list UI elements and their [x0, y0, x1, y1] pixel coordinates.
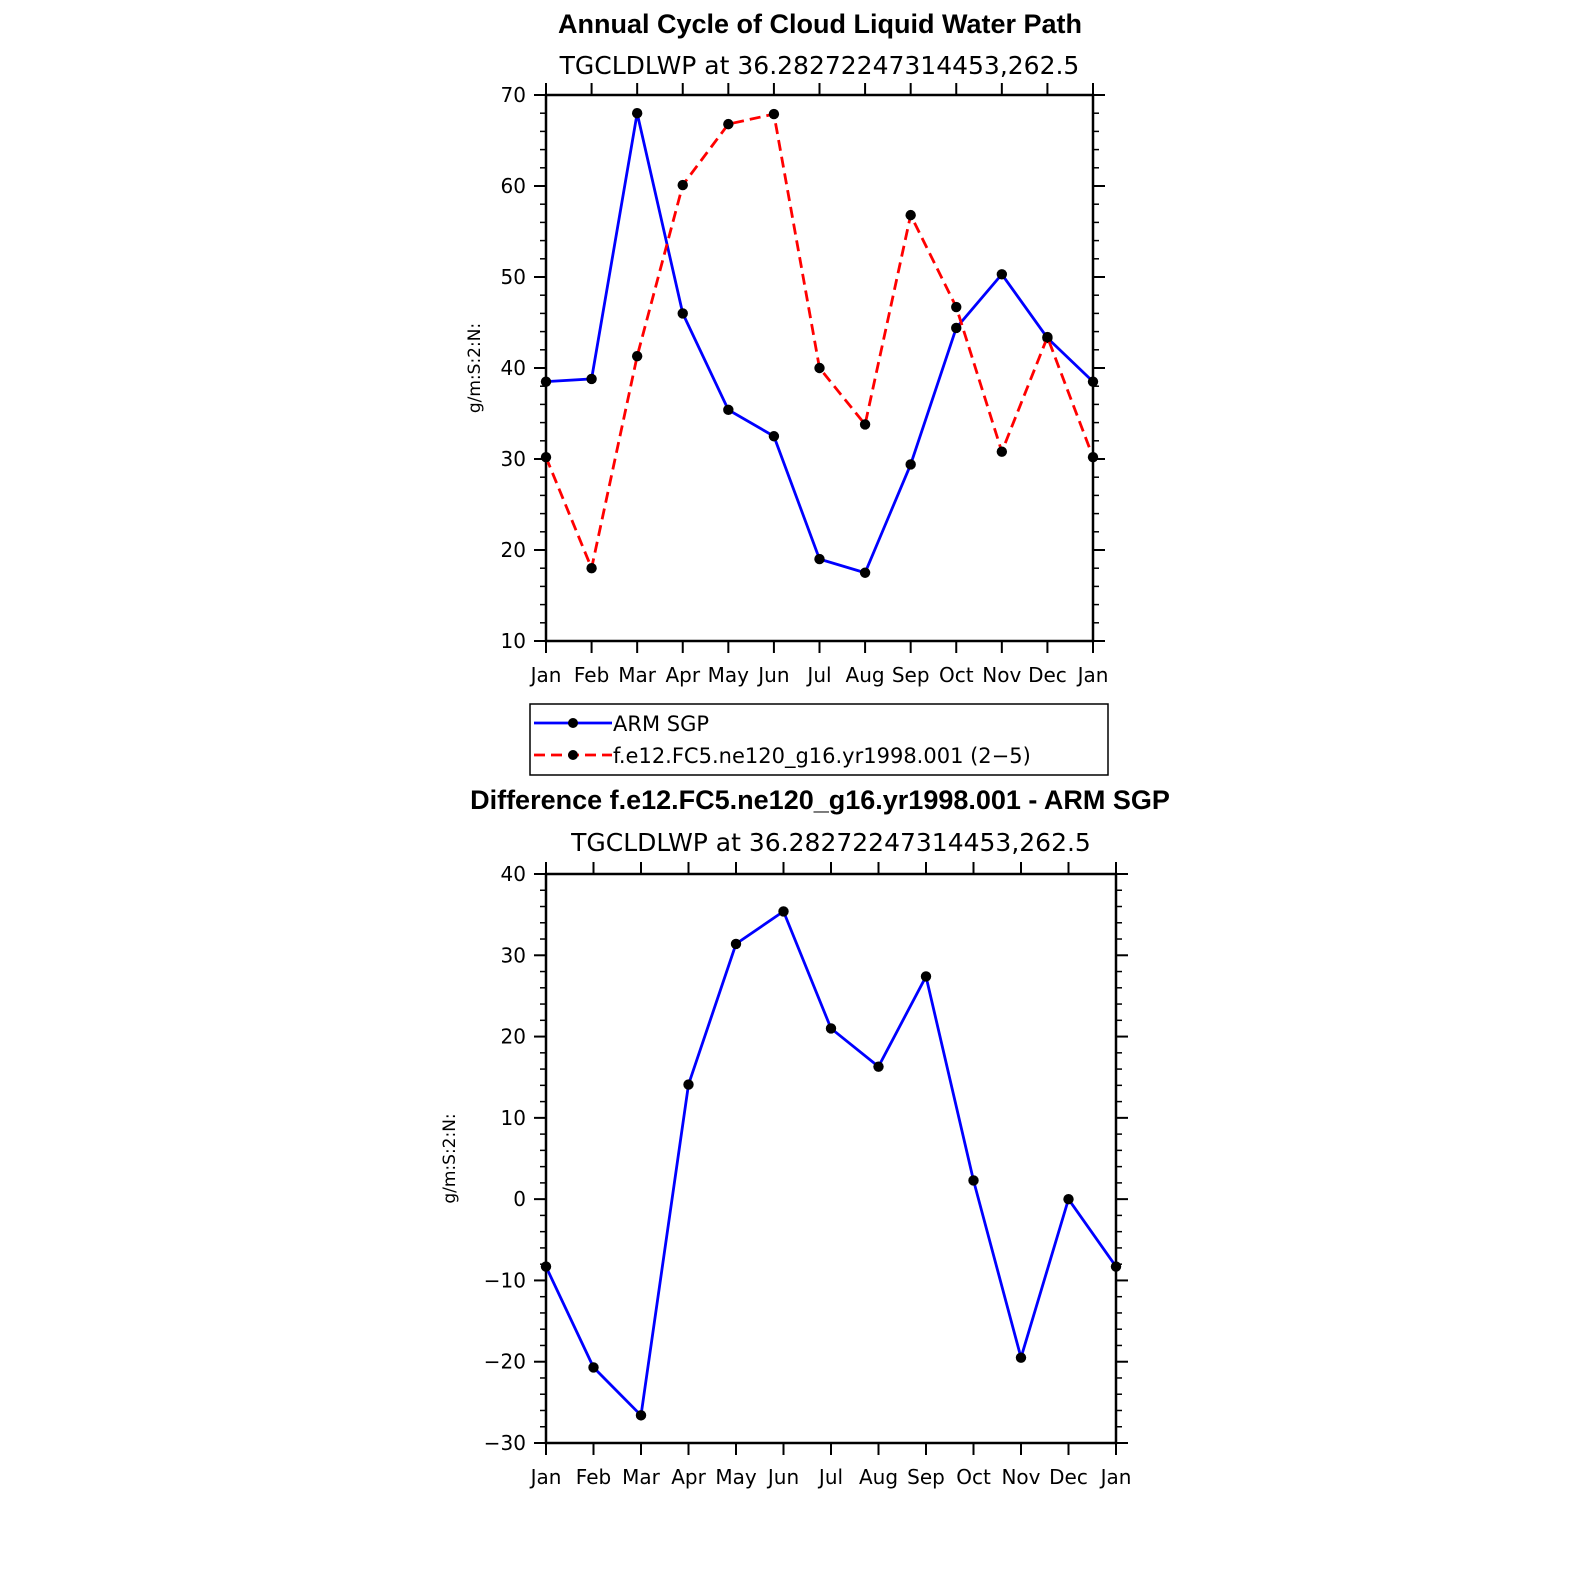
data-point	[859, 419, 871, 430]
data-point	[920, 971, 932, 982]
data-point	[723, 118, 734, 130]
x-tick-label: Jun	[766, 1465, 799, 1489]
x-tick-label: Mar	[622, 1465, 661, 1489]
x-tick-label: Jul	[817, 1465, 843, 1489]
x-tick-label: Jan	[1099, 1465, 1132, 1489]
y-tick-label: 30	[501, 943, 526, 967]
series-line-1	[544, 112, 1095, 573]
data-point	[859, 567, 871, 578]
y-axis-label: g/m:S:2:N:	[440, 1113, 460, 1203]
data-point	[1087, 451, 1099, 463]
y-axis-label: g/m:S:2:N:	[465, 323, 485, 413]
x-tick-label: Sep	[892, 663, 930, 687]
data-point	[631, 350, 643, 362]
data-point	[540, 1261, 552, 1272]
legend-marker	[568, 718, 578, 728]
chart-subtitle: TGCLDLWP at 36.28272247314453,262.5	[559, 51, 1080, 80]
series-line-0	[545, 112, 1094, 575]
annual-cycle-panel: Annual Cycle of Cloud Liquid Water Path T…	[465, 9, 1108, 687]
x-tick-label: Aug	[859, 1465, 898, 1489]
data-point	[778, 906, 789, 917]
series-line-0	[544, 909, 1118, 1419]
data-point	[540, 376, 552, 387]
y-tick-label: 30	[501, 447, 526, 471]
y-tick-label: 20	[501, 1025, 526, 1049]
data-point	[586, 373, 597, 385]
data-point	[723, 404, 734, 416]
chart-title: Annual Cycle of Cloud Liquid Water Path	[558, 9, 1082, 39]
data-point	[586, 563, 597, 574]
legend-label: f.e12.FC5.ne120_g16.yr1998.001 (2−5)	[613, 744, 1031, 769]
x-tick-label: Oct	[956, 1465, 991, 1489]
chart-title: Difference f.e12.FC5.ne120_g16.yr1998.00…	[470, 785, 1170, 815]
data-point	[1110, 1261, 1122, 1272]
x-tick-label: Nov	[1001, 1465, 1040, 1489]
y-tick-label: 10	[501, 629, 526, 653]
data-point	[951, 322, 962, 334]
data-point	[730, 938, 742, 950]
x-tick-label: Sep	[907, 1465, 945, 1489]
y-tick-label: 10	[501, 1106, 526, 1130]
legend-box	[529, 703, 1109, 776]
y-tick-label: 50	[501, 265, 526, 289]
data-point	[683, 1079, 694, 1090]
x-tick-label: Jun	[756, 663, 789, 687]
legend: ARM SGP f.e12.FC5.ne120_g16.yr1998.001 (2…	[529, 703, 1109, 776]
data-point	[1015, 1352, 1027, 1363]
x-tick-label: Jul	[805, 663, 831, 687]
data-point	[825, 1023, 837, 1034]
data-point	[635, 1410, 647, 1421]
x-tick-label: Nov	[982, 663, 1021, 687]
y-tick-label: −20	[484, 1350, 526, 1374]
legend-marker	[568, 750, 578, 760]
data-point	[631, 108, 643, 119]
data-point	[677, 179, 688, 191]
x-tick-label: Jan	[1076, 663, 1109, 687]
data-point	[768, 108, 780, 120]
x-tick-label: Dec	[1049, 1465, 1088, 1489]
chart-subtitle: TGCLDLWP at 36.28272247314453,262.5	[570, 828, 1091, 857]
data-point	[814, 362, 825, 374]
y-tick-label: 40	[501, 862, 526, 886]
y-tick-label: 40	[501, 356, 526, 380]
x-tick-label: Apr	[671, 1465, 706, 1489]
data-point	[1063, 1193, 1074, 1205]
data-point	[996, 446, 1008, 457]
x-tick-label: Feb	[576, 1465, 611, 1489]
x-tick-label: Feb	[574, 663, 609, 687]
y-tick-label: 20	[501, 538, 526, 562]
data-point	[814, 553, 825, 565]
data-point	[968, 1175, 979, 1186]
data-point	[951, 301, 962, 313]
data-point	[996, 269, 1008, 280]
difference-panel: Difference f.e12.FC5.ne120_g16.yr1998.00…	[440, 785, 1170, 1489]
data-point	[873, 1061, 884, 1072]
x-tick-label: Oct	[939, 663, 974, 687]
data-point	[540, 451, 552, 463]
y-tick-label: 0	[513, 1187, 526, 1211]
data-point	[768, 431, 780, 442]
y-tick-label: −10	[484, 1268, 526, 1292]
x-tick-label: Jan	[529, 663, 562, 687]
data-point	[1042, 331, 1053, 343]
x-tick-label: May	[708, 663, 750, 687]
data-point	[905, 459, 916, 470]
x-tick-label: Dec	[1028, 663, 1067, 687]
x-tick-label: Mar	[618, 663, 657, 687]
data-point	[588, 1362, 599, 1373]
legend-label: ARM SGP	[613, 712, 709, 736]
data-point	[1087, 376, 1099, 387]
plot-frame	[544, 872, 1118, 1445]
data-point	[677, 308, 688, 319]
data-point	[905, 209, 916, 221]
x-tick-label: Apr	[665, 663, 700, 687]
y-tick-label: 60	[501, 174, 526, 198]
x-tick-label: Jan	[529, 1465, 562, 1489]
x-tick-label: Aug	[846, 663, 885, 687]
y-tick-label: −30	[484, 1431, 526, 1455]
y-tick-label: 70	[501, 83, 526, 107]
x-tick-label: May	[715, 1465, 757, 1489]
